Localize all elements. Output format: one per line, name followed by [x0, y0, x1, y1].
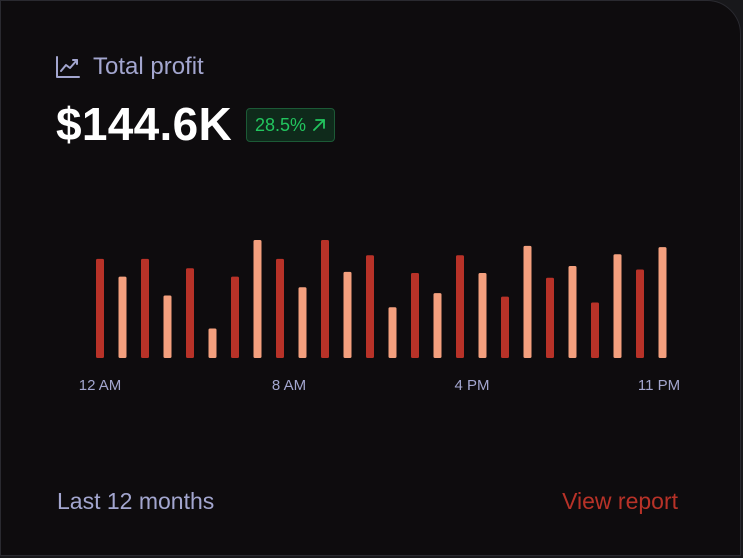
chart-bar: [163, 295, 172, 358]
chart-bar: [253, 240, 262, 358]
chart-bar: [546, 277, 554, 358]
chart-bar: [141, 258, 149, 358]
chart-bar: [411, 273, 419, 358]
chart-bar: [366, 255, 374, 358]
chart-bar: [523, 245, 532, 358]
chart-bar: [231, 276, 239, 358]
x-tick-label: 4 PM: [454, 377, 489, 394]
period-label: Last 12 months: [57, 488, 215, 514]
x-tick-label: 12 AM: [79, 377, 122, 394]
x-tick-label: 8 AM: [272, 377, 306, 394]
chart-bar: [388, 307, 397, 358]
arrow-up-right-icon: [313, 119, 325, 131]
chart-bar: [298, 287, 307, 358]
chart-bar: [456, 255, 464, 358]
chart-bar: [208, 328, 217, 358]
chart-bar: [478, 273, 487, 358]
chart-bar: [591, 302, 599, 358]
view-report-link[interactable]: View report: [562, 488, 678, 514]
total-profit-value: $144.6K: [56, 98, 233, 150]
chart-bar: [186, 268, 194, 358]
change-percent: 28.5%: [255, 115, 307, 135]
chart-bar: [568, 266, 577, 358]
chart-bar: [636, 269, 644, 358]
chart-bar: [501, 296, 509, 358]
chart-bar: [321, 240, 329, 358]
change-badge: 28.5%: [246, 108, 336, 142]
card-title: Total profit: [93, 53, 204, 80]
chart-bar: [96, 258, 104, 358]
chart-bar: [276, 258, 284, 358]
card-header: Total profit: [55, 53, 204, 81]
chart-bar: [613, 254, 622, 358]
profit-bar-chart: 12 AM 8 AM 4 PM 11 PM: [79, 240, 680, 394]
chart-bar: [118, 276, 127, 358]
value-row: $144.6K 28.5%: [56, 97, 336, 151]
trend-line-icon: [56, 56, 80, 78]
x-tick-label: 11 PM: [638, 377, 680, 394]
chart-bar: [658, 247, 667, 358]
chart-bar: [343, 271, 352, 358]
chart-bar: [433, 293, 442, 358]
